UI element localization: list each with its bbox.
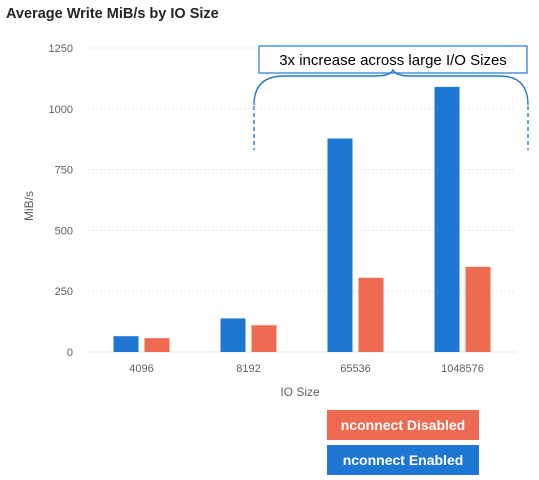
x-axis-ticks: 4096 8192 65536 1048576 [129,363,484,375]
y-tick-label: 500 [55,225,73,237]
y-axis-label: MiB/s [22,191,36,221]
legend: nconnect Disabled nconnect Enabled [327,410,479,475]
x-tick-label: 65536 [340,363,371,375]
bars [113,86,491,353]
annotation-text: 3x increase across large I/O Sizes [279,52,507,69]
bar-nconnect-enabled [327,138,353,352]
y-tick-label: 0 [67,347,73,359]
annotation-brace [253,68,529,106]
legend-swatch [327,445,479,475]
bar-nconnect-enabled [434,86,460,353]
x-axis-label: IO Size [280,385,320,399]
bar-nconnect-disabled [465,266,491,352]
y-axis-ticks: 0 250 500 750 1000 1250 [49,43,73,359]
bar-nconnect-disabled [358,277,384,352]
x-tick-label: 1048576 [441,363,484,375]
legend-label: nconnect Enabled [343,452,464,468]
y-tick-label: 1000 [49,104,73,116]
y-tick-label: 750 [55,165,73,177]
bar-nconnect-disabled [251,325,277,352]
legend-label: nconnect Disabled [341,417,465,433]
bar-nconnect-enabled [220,318,246,352]
bar-nconnect-enabled [113,336,139,352]
y-tick-label: 1250 [49,43,73,55]
bar-nconnect-disabled [144,338,170,352]
chart-title: Average Write MiB/s by IO Size [6,6,219,22]
x-tick-label: 8192 [236,363,260,375]
y-tick-label: 250 [55,286,73,298]
x-tick-label: 4096 [129,363,153,375]
legend-swatch [327,410,479,440]
annotation: 3x increase across large I/O Sizes [253,45,529,150]
